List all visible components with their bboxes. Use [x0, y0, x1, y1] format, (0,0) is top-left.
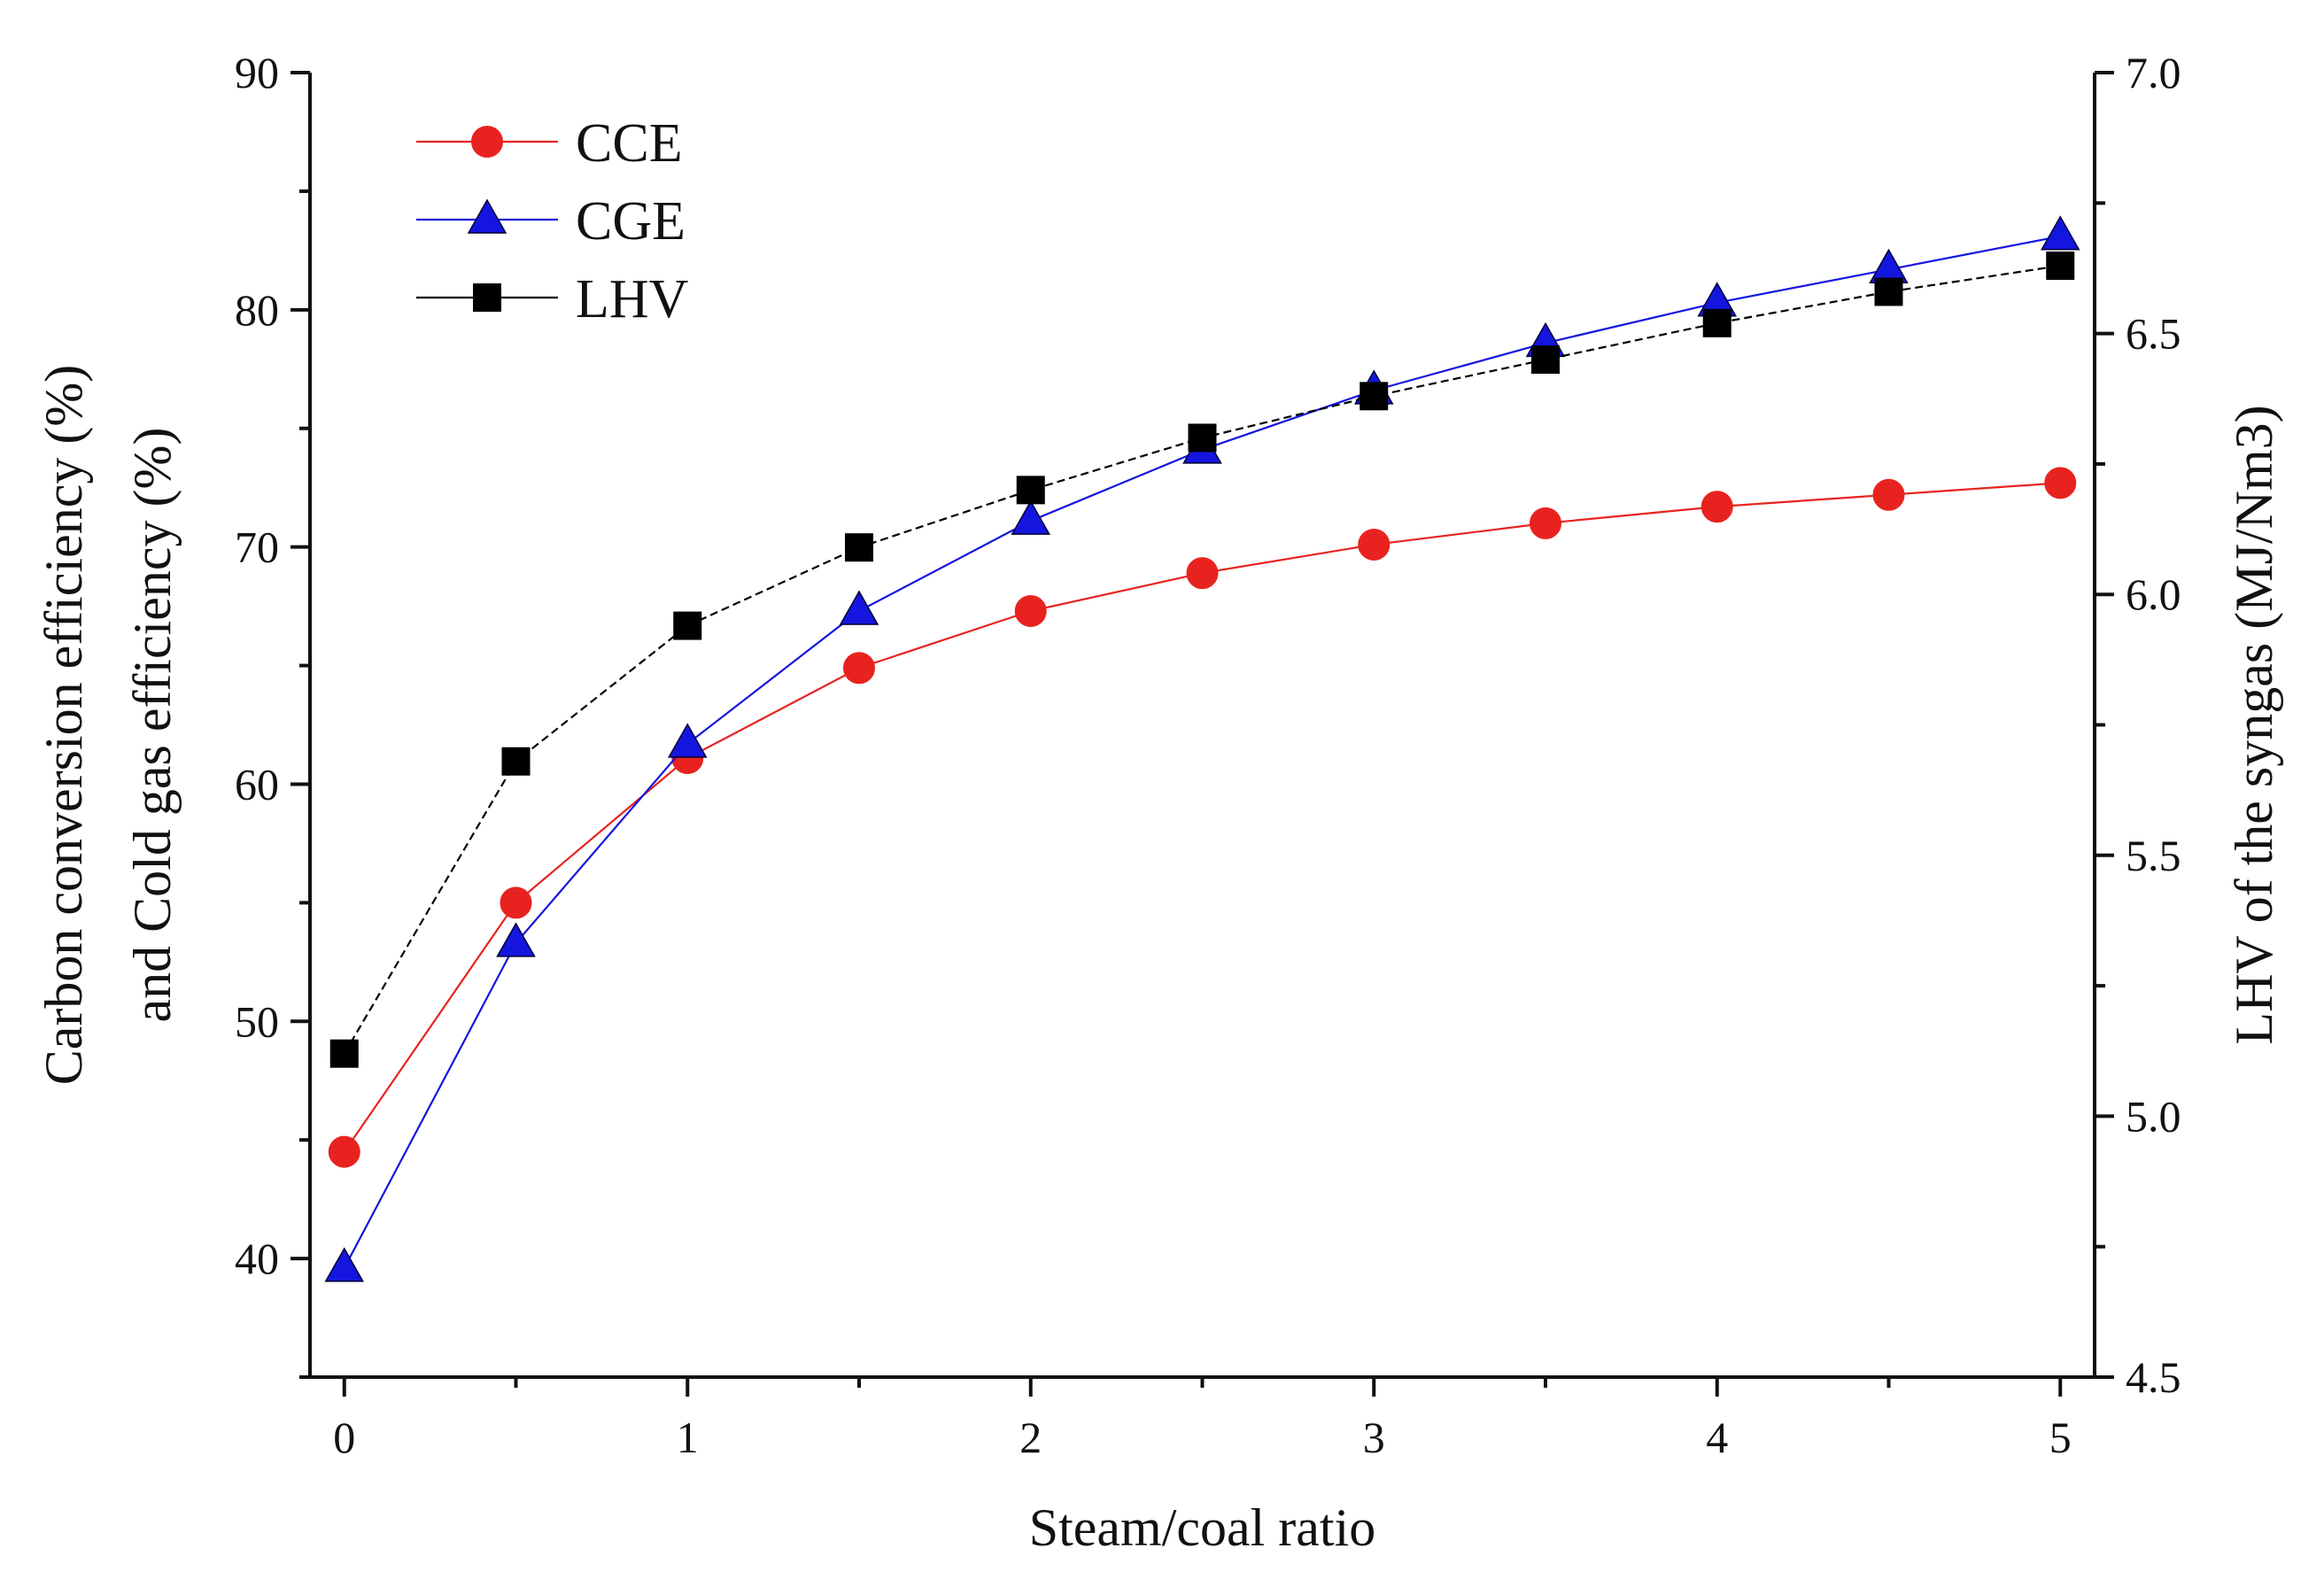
y-tick-label: 70 [235, 523, 279, 572]
data-point-lhv [1702, 308, 1731, 337]
data-point-cce [500, 886, 532, 919]
data-point-lhv [1188, 423, 1217, 453]
y-tick-label: 60 [235, 759, 279, 809]
y2-tick-label: 5.5 [2126, 831, 2181, 880]
x-tick-label: 2 [1019, 1413, 1042, 1462]
data-point-cge [324, 1247, 365, 1282]
data-point-lhv [1874, 277, 1903, 306]
data-point-cge [839, 590, 879, 625]
x-tick-label: 1 [677, 1413, 699, 1462]
x-tick-label: 4 [1706, 1413, 1728, 1462]
data-point-cce [1872, 478, 1905, 511]
data-point-lhv [1360, 382, 1389, 411]
legend-marker-lhv [473, 283, 501, 312]
data-point-lhv [1016, 476, 1045, 505]
data-point-cge [1011, 499, 1051, 535]
legend-marker-cce [471, 126, 503, 158]
data-point-lhv [329, 1039, 359, 1068]
data-point-lhv [673, 611, 702, 640]
y2-tick-label: 4.5 [2126, 1352, 2181, 1402]
legend: CCE CGE LHV [416, 113, 689, 329]
data-point-cce [1358, 528, 1391, 561]
y2-tick-label: 6.5 [2126, 309, 2181, 359]
x-tick-label: 0 [333, 1413, 355, 1462]
data-point-cge [2040, 215, 2080, 251]
x-tick-label: 5 [2049, 1413, 2072, 1462]
data-point-cce [1186, 557, 1219, 590]
y2-tick-label: 5.0 [2126, 1091, 2181, 1141]
data-point-cce [2044, 467, 2077, 499]
y-tick-label: 50 [235, 996, 279, 1046]
data-point-lhv [2046, 252, 2075, 281]
axis-labels: Steam/coal ratio Carbon conversion effici… [35, 365, 2283, 1557]
data-point-cce [1014, 594, 1047, 627]
legend-item-cge: CGE [416, 191, 686, 252]
data-point-cce [1700, 491, 1733, 523]
legend-item-lhv: LHV [416, 269, 689, 329]
y-tick-label: 40 [235, 1234, 279, 1283]
y-tick-label: 90 [235, 48, 279, 97]
data-point-lhv [501, 747, 531, 776]
legend-marker-cge [467, 198, 507, 234]
legend-label-cce: CCE [576, 113, 683, 174]
y2-axis-title: LHV of the syngas (MJ/Nm3) [2225, 405, 2283, 1044]
plot-area: 0 1 2 3 4 5 40 50 60 70 80 90 4.5 5.0 5.5 6.0 6.5 7.0 [235, 48, 2181, 1462]
legend-label-lhv: LHV [576, 269, 689, 329]
series-layer [324, 215, 2080, 1282]
y-axis-title-line-2: and Cold gas efficiency (%) [123, 428, 182, 1023]
y2-tick-label: 6.0 [2126, 569, 2181, 619]
data-point-lhv [1531, 345, 1560, 375]
series-lhv [329, 252, 2075, 1068]
data-point-cce [328, 1135, 360, 1168]
legend-label-cge: CGE [576, 191, 686, 252]
data-point-lhv [845, 533, 873, 562]
data-point-cge [496, 922, 536, 957]
legend-item-cce: CCE [416, 113, 683, 174]
data-point-cge [667, 723, 708, 758]
data-point-cce [843, 652, 875, 685]
x-tick-label: 3 [1363, 1413, 1385, 1462]
y-tick-label: 80 [235, 285, 279, 335]
y2-tick-label: 7.0 [2126, 48, 2181, 97]
data-point-cce [1530, 507, 1561, 539]
y-axis-title-line-1: Carbon conversion efficiency (%) [35, 365, 93, 1086]
series-cce [328, 467, 2077, 1168]
x-axis-title: Steam/coal ratio [1029, 1498, 1376, 1557]
